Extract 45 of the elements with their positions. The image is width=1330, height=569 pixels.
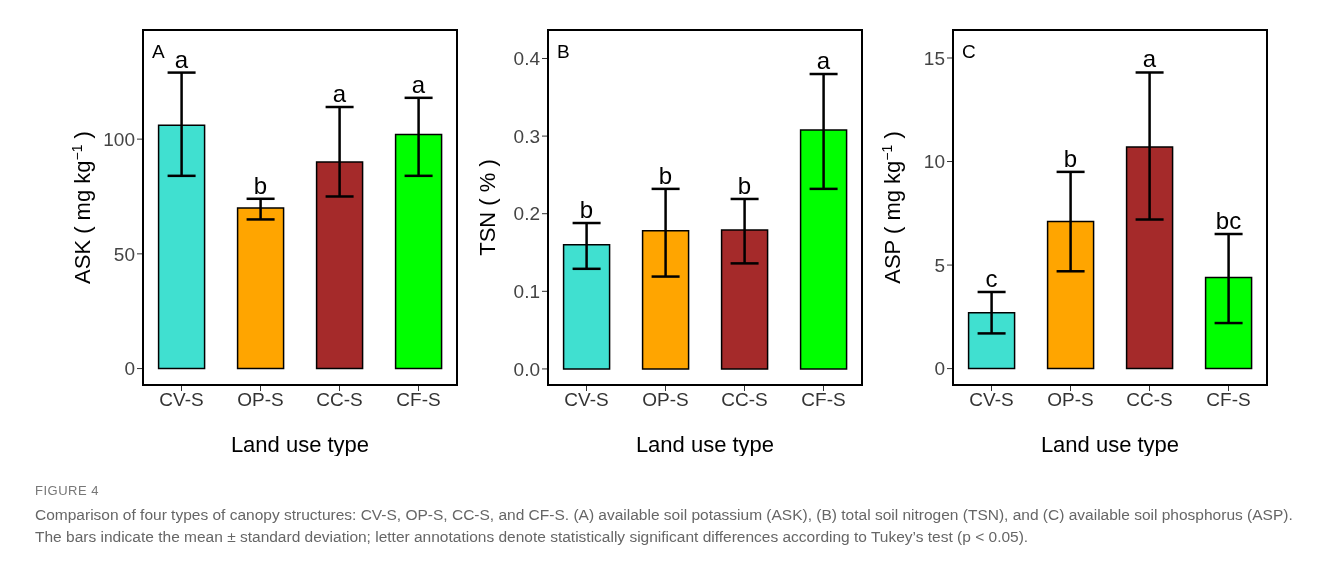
x-tick-label: OP-S (237, 389, 284, 411)
x-tick-label: CF-S (1206, 389, 1251, 411)
annotation: C (962, 41, 976, 63)
x-axis-title: Land use type (635, 432, 775, 457)
x-tick-label: OP-S (642, 389, 689, 411)
annotation: b (1063, 144, 1078, 172)
text: Comparison of four types of canopy structures: CV-S, OP-S, CC-S, and CF-S. (A) available soil potassium (ASK), (B) total soil nitrogen (TSN), and (C) available soil phosphorus (ASP). The bars indicate the mean ± standard deviation; letter annotations denote statistically significant differences according to Tukey’s test (p < 0.05). (35, 505, 1294, 547)
x-tick-label: CC-S (721, 389, 768, 411)
annotation: a (174, 45, 189, 73)
x-tick-label: CF-S (801, 389, 846, 411)
annotation: b (737, 171, 752, 199)
y-tick-label: 0.4 (513, 48, 541, 70)
caption: FIGURE 4 (35, 483, 100, 498)
x-axis-title: Land use type (1040, 432, 1180, 457)
y-tick-label: 0 (934, 358, 945, 380)
y-tick-label: 0.0 (513, 358, 540, 380)
annotation: B (557, 41, 570, 63)
x-tick-label: OP-S (1047, 389, 1094, 411)
annotation: b (253, 171, 268, 199)
annotation: b (658, 161, 673, 189)
annotation: b (579, 196, 594, 224)
annotation: a (332, 80, 347, 108)
y-tick-label: 10 (923, 151, 945, 173)
y-tick-label: 100 (103, 128, 135, 150)
annotation: a (816, 47, 831, 75)
annotation: c (985, 264, 998, 292)
x-tick-label: CF-S (396, 389, 441, 411)
x-axis-title: Land use type (230, 432, 370, 457)
annotation: a (1142, 45, 1157, 73)
y-tick-label: 50 (113, 243, 135, 265)
y-axis-title: TSN ( % ) (475, 159, 500, 256)
y-tick-label: 0.3 (513, 125, 540, 147)
y-tick-label: 0 (124, 358, 135, 380)
x-tick-label: CC-S (316, 389, 363, 411)
y-tick-label: 0.1 (513, 281, 540, 303)
annotation: bc (1215, 207, 1242, 235)
y-tick-label: 5 (934, 254, 945, 276)
y-tick-label: 15 (923, 47, 945, 69)
x-tick-label: CV-S (564, 389, 609, 411)
x-tick-label: CC-S (1126, 389, 1173, 411)
y-tick-label: 0.2 (513, 203, 540, 225)
x-tick-label: CV-S (159, 389, 204, 411)
annotation: A (152, 41, 165, 63)
annotation: a (411, 70, 426, 98)
x-tick-label: CV-S (969, 389, 1014, 411)
